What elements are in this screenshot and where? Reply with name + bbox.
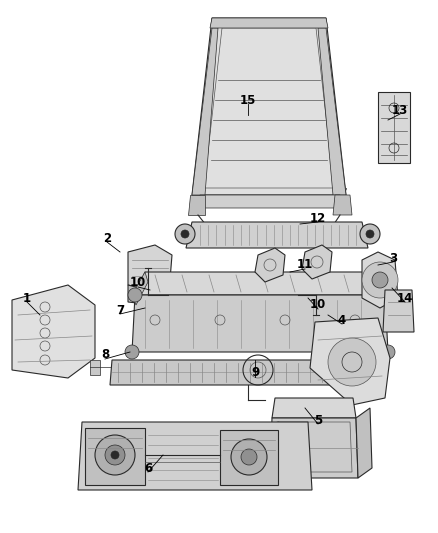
Circle shape (128, 288, 142, 302)
Polygon shape (12, 285, 95, 378)
Circle shape (95, 435, 135, 475)
Text: 9: 9 (251, 367, 259, 379)
Polygon shape (132, 272, 148, 305)
Polygon shape (356, 408, 372, 478)
Circle shape (360, 224, 380, 244)
Text: 12: 12 (310, 212, 326, 224)
Text: 14: 14 (397, 292, 413, 304)
Polygon shape (362, 252, 398, 308)
Circle shape (231, 439, 267, 475)
Text: 10: 10 (130, 277, 146, 289)
Circle shape (175, 224, 195, 244)
Polygon shape (310, 318, 390, 405)
Circle shape (241, 449, 257, 465)
Text: 5: 5 (314, 414, 322, 426)
Polygon shape (220, 430, 278, 485)
Circle shape (181, 230, 189, 238)
Text: 6: 6 (144, 462, 152, 474)
Polygon shape (186, 222, 368, 248)
Text: 10: 10 (310, 298, 326, 311)
Polygon shape (128, 285, 155, 305)
Text: 7: 7 (116, 303, 124, 317)
Text: 4: 4 (338, 313, 346, 327)
Circle shape (378, 288, 392, 302)
Polygon shape (272, 398, 356, 418)
Polygon shape (375, 272, 388, 300)
Text: 3: 3 (389, 252, 397, 264)
Polygon shape (302, 245, 332, 279)
Circle shape (362, 262, 398, 298)
Circle shape (372, 272, 388, 288)
Polygon shape (85, 428, 145, 485)
Polygon shape (78, 422, 312, 490)
Polygon shape (333, 195, 352, 215)
Text: 1: 1 (23, 292, 31, 304)
Polygon shape (383, 290, 414, 332)
Circle shape (111, 451, 119, 459)
Circle shape (328, 338, 376, 386)
Circle shape (366, 230, 374, 238)
Polygon shape (135, 272, 385, 295)
Text: 11: 11 (297, 259, 313, 271)
Polygon shape (110, 360, 335, 385)
Polygon shape (210, 18, 328, 28)
Polygon shape (270, 418, 358, 478)
Polygon shape (198, 195, 342, 208)
Polygon shape (128, 245, 172, 292)
Polygon shape (192, 18, 346, 195)
Polygon shape (255, 248, 285, 282)
Circle shape (105, 445, 125, 465)
Polygon shape (90, 360, 100, 375)
Polygon shape (132, 295, 388, 352)
Polygon shape (192, 28, 218, 195)
Polygon shape (188, 195, 205, 215)
Polygon shape (378, 92, 410, 163)
Text: 15: 15 (240, 93, 256, 107)
Text: 8: 8 (101, 349, 109, 361)
Polygon shape (318, 28, 346, 195)
Text: 2: 2 (103, 231, 111, 245)
Circle shape (381, 345, 395, 359)
Text: 13: 13 (392, 103, 408, 117)
Circle shape (125, 345, 139, 359)
